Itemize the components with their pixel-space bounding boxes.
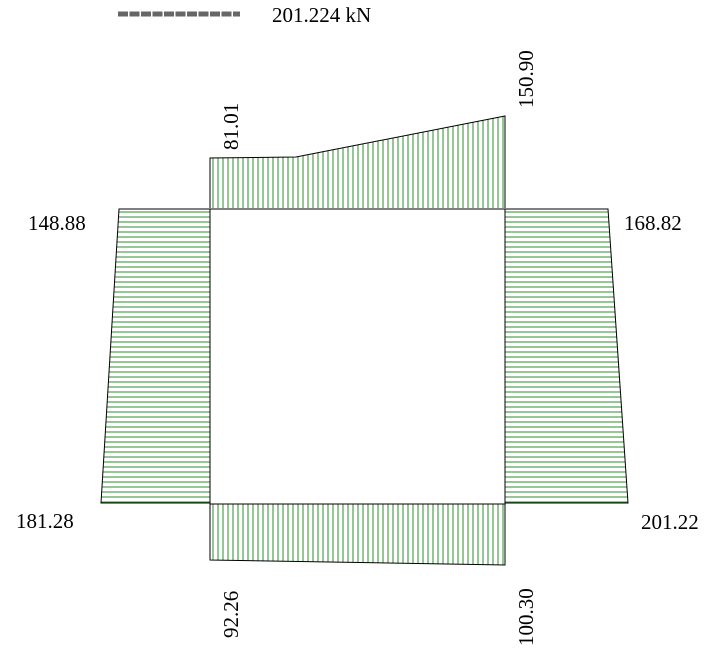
top-member-outline: [209, 115, 506, 208]
bottom-member-diagram: [209, 504, 506, 566]
left-top-value: 148.88: [28, 211, 86, 235]
bottom-end-value: 100.30: [514, 588, 538, 646]
left-member-hatch: [101, 211, 210, 503]
top-end-value: 150.90: [514, 50, 538, 108]
bottom-member-outline: [209, 504, 506, 566]
right-member-hatch: [505, 211, 628, 503]
right-top-value: 168.82: [624, 211, 682, 235]
legend: 201.224 kN: [118, 3, 371, 27]
left-member-outline: [100, 208, 210, 504]
left-member-diagram: [100, 208, 210, 504]
top-member-hatch: [212, 116, 504, 208]
frame-structure: [209, 208, 506, 505]
bottom-start-value: 92.26: [219, 591, 243, 638]
bottom-member-hatch: [212, 504, 504, 565]
right-bottom-value: 201.22: [641, 510, 699, 534]
right-member-outline: [505, 208, 629, 504]
right-member-diagram: [505, 208, 629, 504]
left-bottom-value: 181.28: [16, 509, 74, 533]
top-start-value: 81.01: [219, 103, 243, 150]
top-member-diagram: [209, 115, 506, 208]
legend-scale-label: 201.224 kN: [272, 3, 371, 27]
